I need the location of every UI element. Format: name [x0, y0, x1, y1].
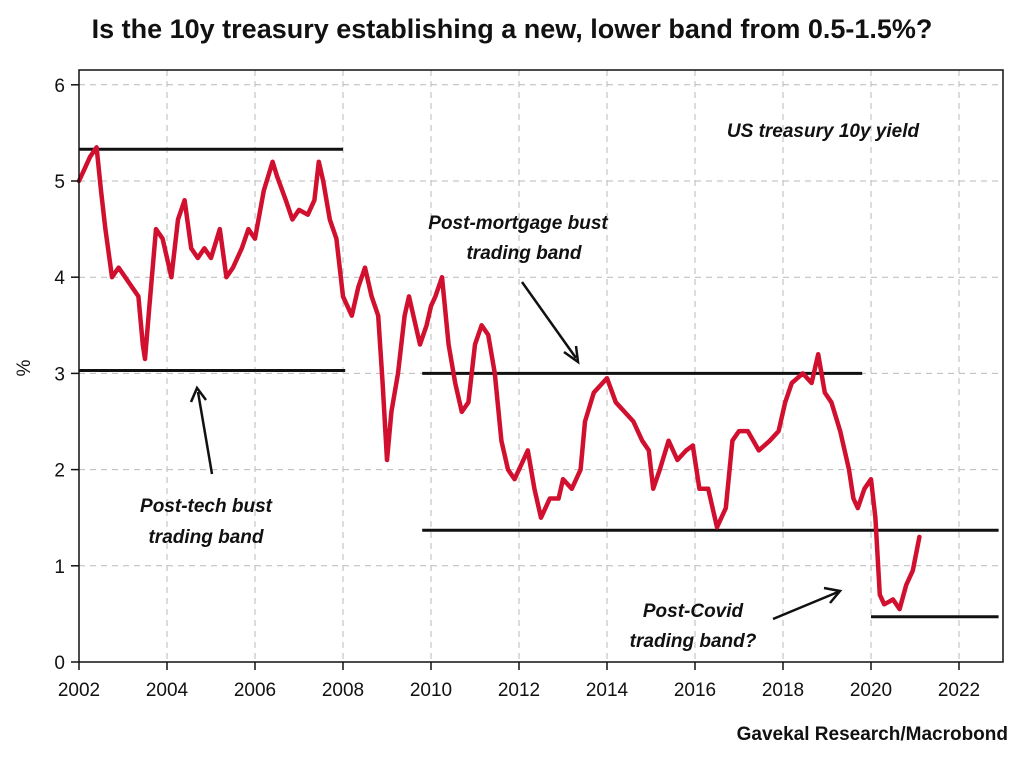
arrow-post-mortgage: [520, 281, 580, 365]
x-tick-label: 2016: [674, 680, 716, 701]
x-tick-label: 2018: [762, 680, 804, 701]
x-tick-label: 2014: [586, 680, 629, 701]
y-tick-label: 1: [54, 557, 65, 578]
annotation-post-mortgage-line1: Post-mortgage bust: [428, 213, 608, 234]
x-tick-label: 2020: [850, 680, 892, 701]
x-tick-label: 2006: [234, 680, 276, 701]
arrow-post-covid: [772, 586, 843, 621]
tick-layer: 2002 2004 2006 2008 2010 2012 2014 2016 2018 2020…: [54, 76, 980, 701]
annotation-post-tech-line2: trading band: [148, 527, 263, 548]
grid-layer: [78, 70, 1003, 662]
x-tick-label: 2002: [58, 680, 100, 701]
y-tick-label: 3: [54, 364, 65, 385]
annotation-post-mortgage-line2: trading band: [466, 243, 581, 264]
x-tick-label: 2008: [322, 680, 364, 701]
y-tick-label: 6: [54, 76, 65, 97]
chart-title: Is the 10y treasury establishing a new, …: [91, 14, 933, 44]
annotation-post-tech-line1: Post-tech bust: [140, 496, 273, 517]
series-label: US treasury 10y yield: [727, 121, 920, 142]
y-tick-label: 0: [54, 653, 65, 674]
x-tick-label: 2004: [146, 680, 189, 701]
arrow-post-tech: [189, 385, 214, 475]
x-tick-label: 2012: [498, 680, 540, 701]
axis-layer: [71, 69, 1004, 670]
plot-frame: [78, 69, 1004, 663]
annotation-post-covid-line1: Post-Covid: [643, 601, 744, 622]
y-axis-label: %: [14, 359, 35, 376]
y-tick-label: 4: [54, 268, 65, 289]
x-tick-label: 2022: [938, 680, 980, 701]
y-tick-label: 2: [54, 461, 65, 482]
chart-source: Gavekal Research/Macrobond: [736, 724, 1008, 745]
y-tick-label: 5: [54, 172, 65, 193]
annotation-post-covid-line2: trading band?: [630, 631, 757, 652]
x-tick-label: 2010: [410, 680, 452, 701]
series-line-us-treasury-10y: [76, 145, 922, 612]
